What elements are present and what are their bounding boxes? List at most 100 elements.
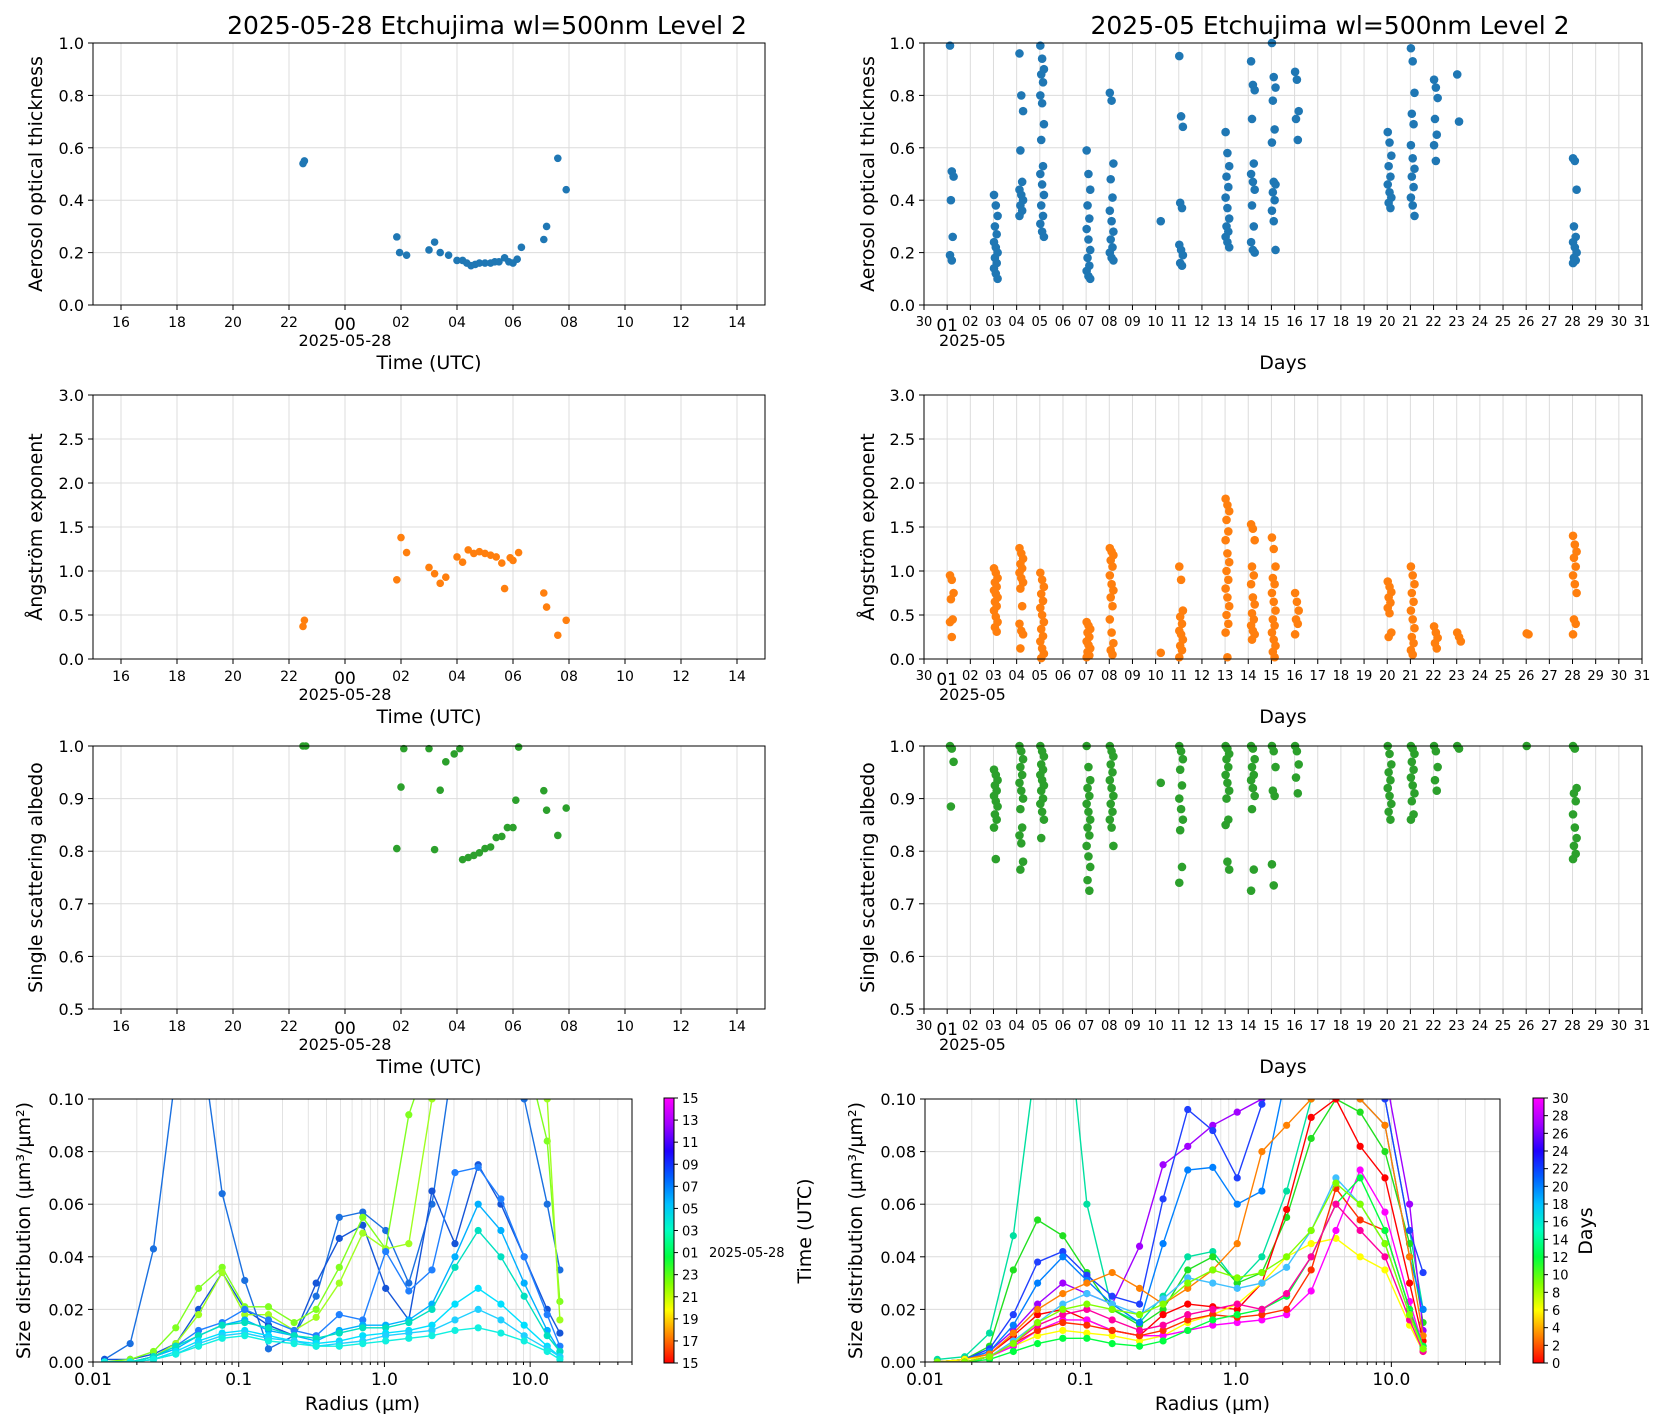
daily_size_distribution-series-point — [290, 1339, 298, 1348]
daily_size_distribution-series-point — [382, 1226, 390, 1235]
daily_size_distribution-ytick-label: 0.04 — [48, 1248, 84, 1267]
monthly_aot-point — [1408, 153, 1418, 163]
daily_size_distribution-xtick-label: 0.1 — [225, 1370, 252, 1390]
monthly_ssa-point — [1384, 768, 1393, 777]
monthly_angstrom-xtick-label: 23 — [1448, 669, 1465, 684]
monthly_ssa-xtick-label: 06 — [1055, 1019, 1072, 1034]
daily_angstrom-point — [299, 622, 307, 631]
monthly_ssa-point — [1083, 783, 1092, 793]
daily_size_distribution-series-point — [405, 1111, 413, 1119]
monthly_aot-point — [1039, 232, 1049, 242]
monthly_angstrom-point — [1176, 575, 1186, 585]
monthly_size_distribution-series-point — [1381, 1148, 1389, 1156]
left-colorbar-tick-label: 17 — [682, 1335, 699, 1350]
daily_aot-point — [436, 248, 445, 257]
monthly_angstrom-point — [1410, 579, 1419, 589]
monthly_angstrom-point — [1270, 621, 1279, 630]
left-colorbar-tick-label: 15 — [682, 1357, 699, 1372]
monthly_size_distribution-series-point — [1258, 1279, 1266, 1287]
daily_size_distribution-series-point — [241, 1332, 249, 1340]
daily_aot-point — [542, 222, 551, 231]
monthly_size_distribution-series-point — [1381, 1240, 1389, 1248]
monthly_aot-point — [1224, 182, 1233, 192]
daily_size_distribution-series-point — [428, 1326, 436, 1335]
monthly_aot-point — [993, 211, 1002, 221]
daily_size_distribution-series-point — [382, 1324, 390, 1332]
monthly_angstrom-point — [1017, 601, 1027, 611]
daily_size_distribution-series-point — [451, 1326, 459, 1335]
monthly_angstrom-point — [1036, 589, 1046, 599]
monthly_size_distribution-series-point — [1332, 1200, 1340, 1208]
monthly_size_distribution-series-point — [1108, 1268, 1116, 1277]
daily_angstrom-point — [509, 556, 517, 565]
daily_aot-point — [402, 251, 411, 260]
monthly_size_distribution-series-point — [1332, 1099, 1340, 1103]
monthly_aot-point — [1109, 256, 1118, 265]
monthly_size_distribution-xtick-label: 1.0 — [1222, 1370, 1249, 1390]
monthly_aot-point — [1408, 57, 1418, 66]
monthly_angstrom-point — [1250, 600, 1259, 609]
monthly_size_distribution-series-point — [1209, 1279, 1217, 1287]
daily_ssa-ytick-label: 0.8 — [59, 842, 84, 861]
monthly_ssa-point — [1569, 789, 1579, 798]
monthly_size_distribution-series-point — [1083, 1279, 1091, 1287]
monthly_size_distribution-series-point — [1356, 1226, 1364, 1235]
monthly_angstrom-point — [1271, 606, 1280, 615]
daily_ssa-point — [562, 804, 570, 812]
daily_ssa-ylabel: Single scattering albedo — [25, 762, 47, 993]
daily_ssa-date-label: 2025-05-28 — [299, 1035, 392, 1054]
monthly_size_distribution-series-point — [1405, 1200, 1414, 1208]
monthly_aot-point — [1291, 114, 1301, 124]
monthly_size_distribution-series-point — [1159, 1321, 1167, 1329]
monthly_aot-frame — [923, 42, 1643, 306]
monthly_size_distribution-series-point — [1184, 1279, 1192, 1287]
monthly_aot-point — [1433, 93, 1442, 103]
monthly_aot-point — [992, 229, 1001, 239]
monthly_ssa-xtick-label: 30 — [1611, 1019, 1628, 1034]
daily_angstrom-point — [498, 559, 506, 567]
monthly_size_distribution-series-point — [1083, 1300, 1091, 1308]
monthly_aot-point — [947, 256, 957, 265]
monthly_aot-point — [1105, 88, 1115, 98]
monthly_size_distribution-series-point — [1356, 1142, 1364, 1150]
monthly_ssa-xtick-label: 05 — [1032, 1019, 1049, 1034]
monthly_ssa-point — [1270, 791, 1279, 801]
monthly_size_distribution-series-point — [1159, 1295, 1167, 1303]
monthly_aot-point — [1016, 91, 1026, 100]
daily_size_distribution-series-point — [312, 1313, 320, 1321]
monthly_size_distribution-series-point — [1356, 1166, 1364, 1174]
monthly_angstrom-xtick-label: 17 — [1309, 669, 1326, 684]
monthly_angstrom-point — [1571, 562, 1581, 571]
monthly_aot-point — [1084, 235, 1093, 244]
monthly_aot-point — [1039, 119, 1049, 129]
monthly_angstrom-point — [1108, 562, 1117, 571]
monthly_ssa-xtick-label: 18 — [1333, 1019, 1350, 1034]
monthly_aot-point — [948, 232, 957, 242]
monthly_size_distribution-series-point — [1135, 1311, 1144, 1319]
monthly_angstrom-point — [1432, 644, 1442, 653]
monthly_angstrom-point — [1269, 544, 1279, 554]
monthly_size_distribution-series-point — [1033, 1326, 1042, 1335]
monthly_size_distribution-series-point — [1108, 1339, 1116, 1348]
daily_ssa-point — [503, 823, 512, 832]
monthly_angstrom-point — [1156, 648, 1166, 658]
daily_size_distribution-series-point — [405, 1279, 413, 1287]
daily_aot-xtick-label: 02 — [392, 315, 410, 331]
daily_size_distribution-series-point — [149, 1245, 158, 1253]
monthly_angstrom-point — [1224, 601, 1234, 611]
monthly_size_distribution-series-point — [1209, 1266, 1217, 1274]
monthly_ssa-point — [1571, 796, 1581, 806]
daily_size_distribution-series-point — [312, 1342, 320, 1350]
daily_size_distribution-series-point — [335, 1279, 343, 1287]
daily_angstrom-point — [554, 631, 562, 640]
monthly_size_distribution-series-point — [1233, 1284, 1241, 1292]
monthly_size_distribution-series-point — [1209, 1126, 1217, 1135]
left-colorbar-tick-label: 07 — [682, 1180, 699, 1195]
monthly_aot-point — [1569, 222, 1579, 231]
monthly_aot-point — [1247, 114, 1257, 124]
monthly_ssa-xtick-label: 27 — [1541, 1019, 1558, 1034]
daily_ssa-point — [442, 757, 450, 766]
monthly_aot-point — [949, 172, 958, 181]
monthly_ssa-xtick-label: 09 — [1124, 1019, 1141, 1034]
